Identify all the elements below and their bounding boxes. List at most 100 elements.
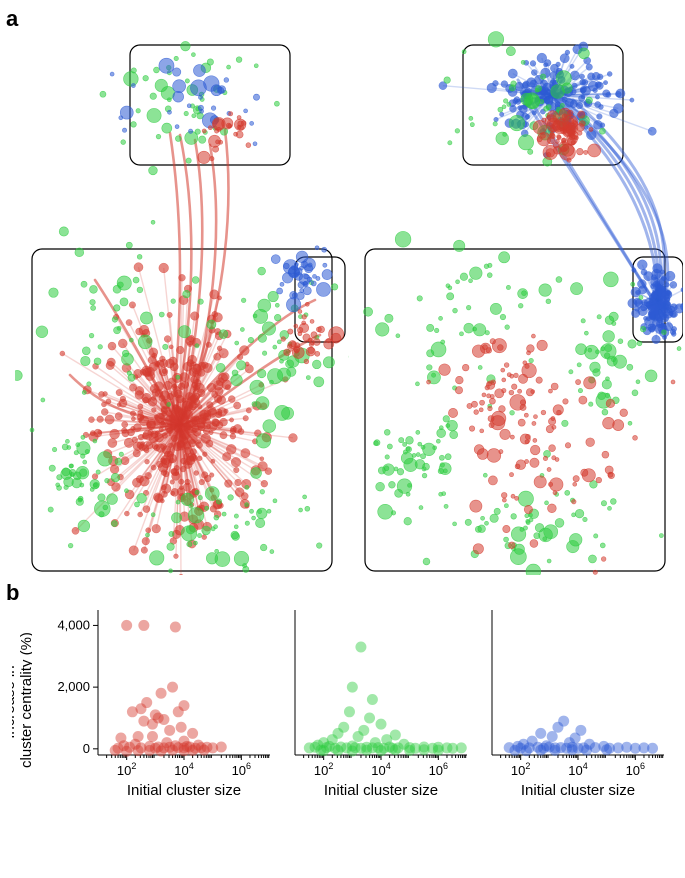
network-node [603, 331, 615, 343]
network-node [557, 410, 562, 415]
network-node [652, 335, 660, 343]
scatter-point [121, 746, 132, 757]
network-node [142, 537, 150, 545]
network-node [439, 463, 451, 475]
network-node [579, 396, 587, 404]
network-node [277, 288, 283, 294]
network-node [577, 148, 584, 155]
network-node [162, 369, 167, 374]
network-node [67, 446, 71, 450]
network-node [514, 373, 519, 378]
network-node [551, 383, 558, 390]
network-node [235, 479, 242, 486]
network-node [198, 136, 205, 143]
network-node [518, 303, 523, 308]
network-node [489, 398, 495, 404]
svg-text:Increase in cluster ce: Increase in cluster centrality (%) [12, 632, 32, 768]
network-node [258, 510, 262, 514]
network-node [569, 370, 573, 374]
network-node [65, 439, 69, 443]
network-node [188, 508, 204, 524]
network-node [231, 531, 239, 539]
network-node [90, 285, 98, 293]
network-node [316, 276, 320, 280]
network-node [578, 388, 582, 392]
network-node [547, 559, 551, 563]
scatter-point [347, 682, 358, 693]
network-node [598, 392, 606, 400]
network-node [229, 112, 233, 116]
network-node [504, 363, 509, 368]
network-node [572, 499, 577, 504]
network-node [588, 144, 601, 157]
network-node [628, 340, 637, 349]
network-node [175, 136, 181, 142]
network-node [303, 281, 309, 287]
scatter-point [318, 745, 329, 756]
network-node [98, 430, 102, 434]
network-node [579, 48, 590, 59]
network-node [187, 542, 192, 547]
network-node [310, 319, 314, 323]
network-node [299, 508, 303, 512]
network-node [590, 362, 601, 373]
network-node [521, 93, 533, 105]
network-node [265, 468, 272, 475]
network-node [36, 326, 48, 338]
network-node [78, 520, 90, 532]
network-node [322, 247, 327, 252]
network-node [419, 506, 423, 510]
network-node [456, 280, 460, 284]
network-node [49, 465, 55, 471]
network-node [302, 314, 307, 319]
network-node [121, 140, 126, 145]
network-node [455, 387, 462, 394]
network-node [92, 474, 98, 480]
scatter-subplot-0: 02,0004,000102104106Initial cluster size [90, 605, 275, 805]
network-node [175, 125, 179, 129]
network-node [478, 365, 482, 369]
network-node [553, 491, 557, 495]
network-node [530, 80, 537, 87]
network-node [505, 325, 510, 330]
network-node [509, 85, 515, 91]
network-node [68, 543, 73, 548]
panel-label-b: b [6, 580, 19, 606]
network-node [176, 500, 180, 504]
network-node [115, 458, 122, 465]
network-node [298, 309, 302, 313]
network-node [124, 72, 139, 87]
network-node [586, 97, 593, 104]
network-node [509, 115, 525, 131]
network-node [159, 263, 169, 273]
network-node [72, 478, 82, 488]
network-node [510, 374, 514, 378]
network-node [147, 108, 161, 122]
network-node [230, 433, 236, 439]
network-node [504, 537, 509, 542]
network-node [181, 493, 194, 506]
network-node [215, 552, 230, 567]
network-node [237, 354, 243, 360]
scatter-point [547, 731, 558, 742]
network-node [385, 314, 393, 322]
network-node [610, 499, 616, 505]
network-node [234, 467, 240, 473]
network-node [163, 344, 168, 349]
network-node [395, 231, 411, 247]
network-node [101, 409, 108, 416]
network-node [653, 264, 663, 274]
network-node [470, 500, 482, 512]
network-node [314, 377, 324, 387]
network-node [116, 389, 122, 395]
network-node [103, 505, 108, 510]
scatter-point [167, 745, 178, 756]
network-node [418, 442, 422, 446]
network-node [290, 291, 298, 299]
network-node [269, 380, 273, 384]
network-node [645, 370, 657, 382]
network-node [296, 251, 308, 263]
network-node [588, 555, 596, 563]
network-node [588, 348, 592, 352]
scatter-point [535, 745, 546, 756]
